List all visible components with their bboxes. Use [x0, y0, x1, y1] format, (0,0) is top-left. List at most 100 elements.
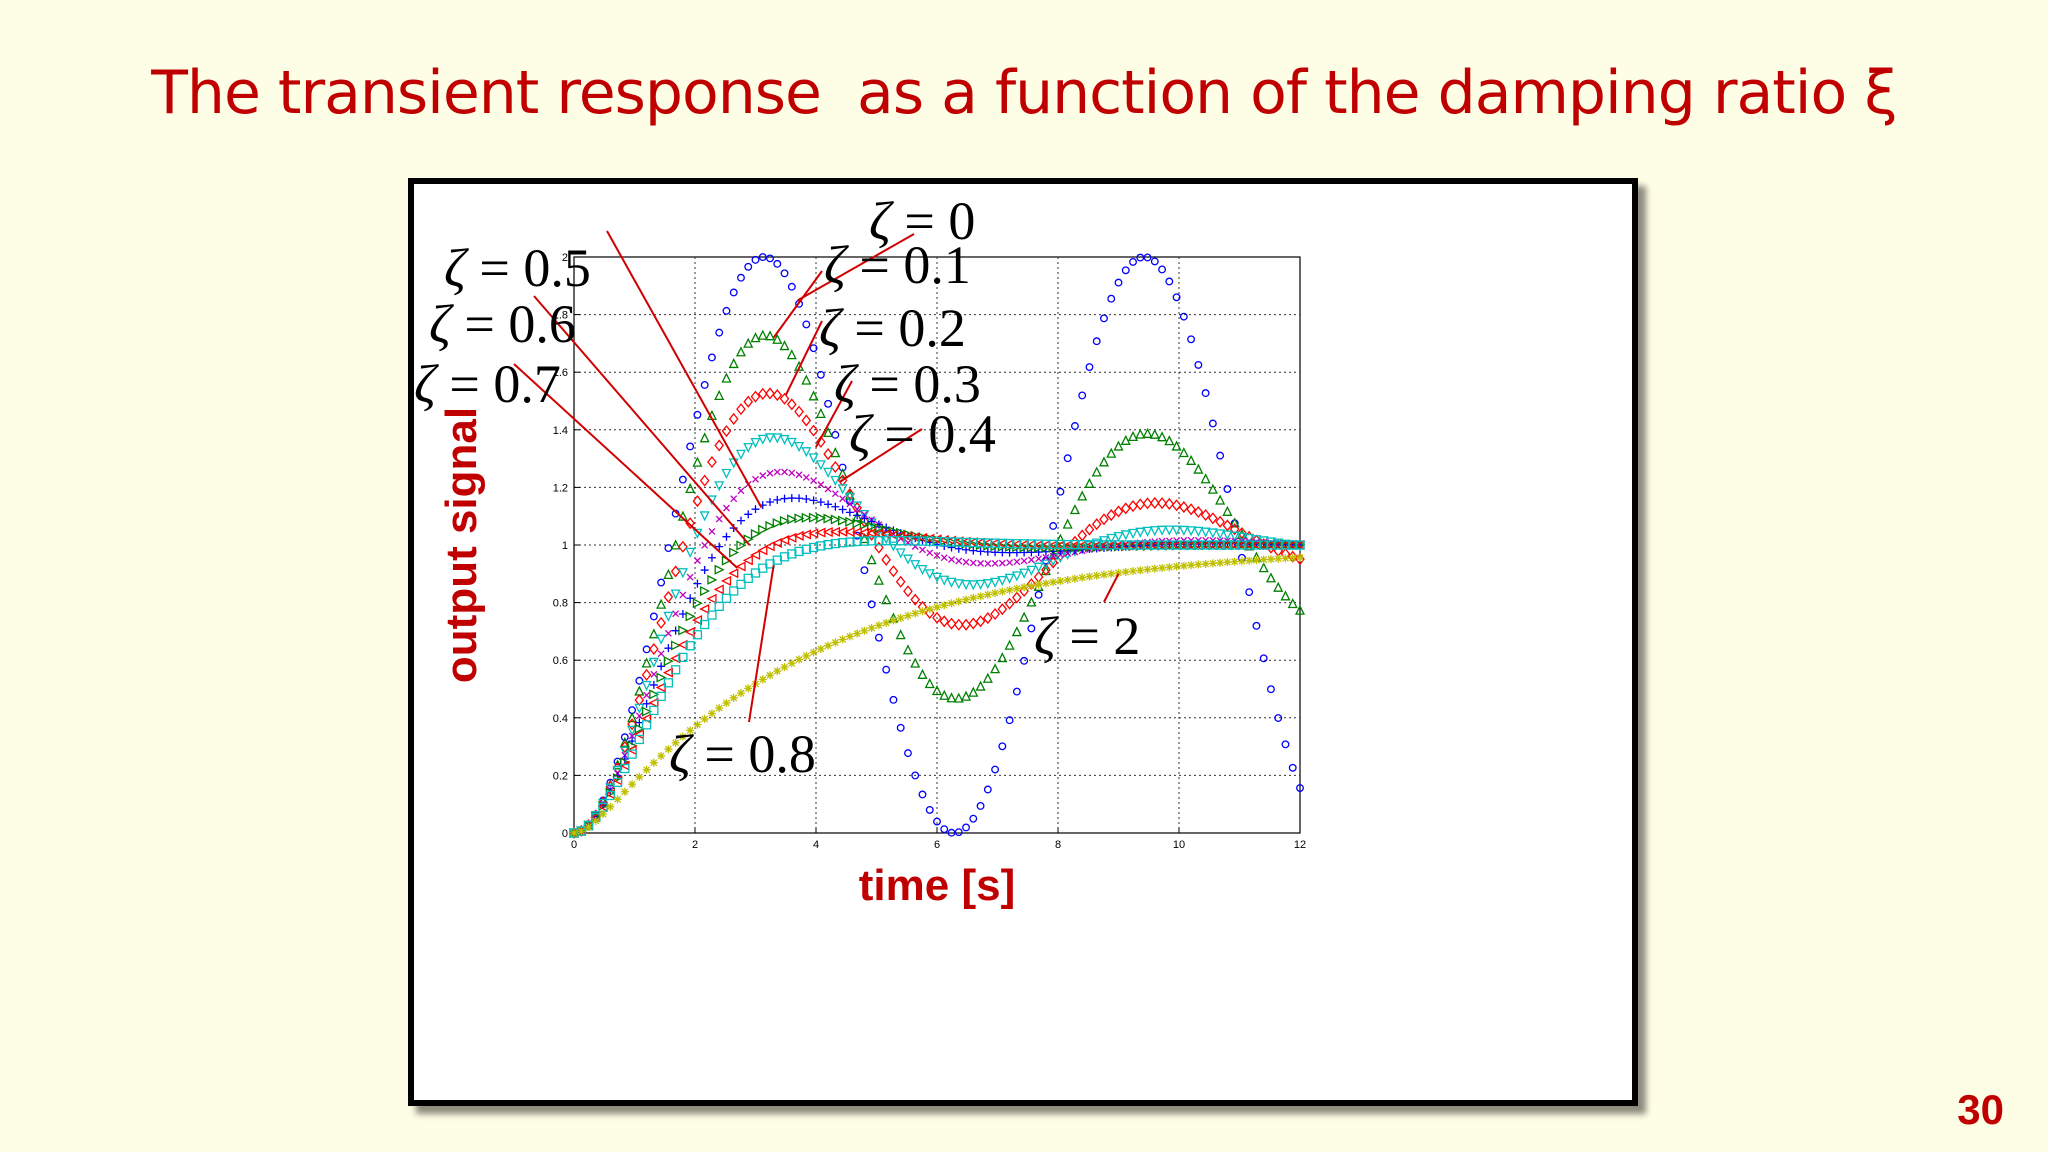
data-point [904, 749, 912, 758]
data-point [1107, 294, 1116, 303]
data-point [939, 575, 950, 586]
data-point [787, 282, 796, 291]
data-point [744, 510, 753, 519]
data-point [1236, 532, 1247, 543]
data-point [1229, 517, 1240, 528]
data-point [1120, 434, 1131, 445]
data-point [627, 718, 637, 731]
data-point [896, 614, 905, 623]
data-point [1150, 564, 1159, 573]
data-point [947, 828, 956, 837]
data-point [619, 746, 630, 757]
data-point [852, 536, 862, 547]
data-point [1128, 540, 1138, 550]
data-point [1266, 555, 1275, 564]
y-tick-label: 1 [562, 540, 568, 552]
data-point [670, 665, 681, 675]
data-point [1207, 483, 1218, 494]
data-point [882, 618, 891, 627]
data-point [955, 557, 963, 565]
data-point [969, 593, 978, 602]
data-point [809, 496, 818, 505]
data-point [737, 273, 745, 282]
data-point [1150, 257, 1159, 266]
data-point [953, 618, 964, 631]
data-point [983, 590, 992, 599]
y-tick-label: 0.4 [553, 713, 568, 725]
data-point [830, 538, 841, 549]
data-point [1193, 505, 1204, 519]
data-point [693, 720, 702, 729]
data-point [679, 591, 687, 599]
data-point [1011, 626, 1022, 637]
data-point [874, 633, 883, 642]
data-point [723, 504, 730, 512]
data-point [1040, 559, 1051, 570]
y-tick-label: 1.4 [553, 425, 568, 437]
data-point [657, 650, 665, 658]
data-point [1099, 513, 1109, 526]
data-point [1230, 557, 1239, 566]
data-point [766, 254, 774, 263]
data-point [860, 514, 869, 523]
data-point [831, 502, 840, 511]
data-point [984, 560, 992, 568]
data-point [808, 512, 820, 523]
data-point [1042, 554, 1050, 561]
page-number: 30 [1957, 1086, 2004, 1133]
data-point [802, 320, 811, 329]
data-point [1294, 604, 1306, 615]
data-point [969, 814, 978, 823]
data-point [779, 552, 790, 562]
data-point [1245, 588, 1254, 597]
data-point [699, 603, 710, 615]
data-point [750, 332, 761, 343]
data-point [1215, 540, 1225, 550]
data-point [605, 790, 615, 801]
data-point [1179, 312, 1188, 321]
data-point [975, 579, 986, 591]
data-point [744, 262, 753, 271]
data-point [729, 693, 738, 702]
data-point [1179, 540, 1189, 550]
data-point [599, 810, 608, 819]
data-point [757, 545, 768, 556]
data-point [686, 442, 695, 451]
data-point [852, 518, 863, 529]
data-point [1041, 579, 1050, 588]
data-point [677, 639, 688, 650]
data-point [845, 537, 855, 547]
data-point [917, 536, 928, 546]
data-point [692, 456, 703, 467]
data-point [649, 705, 659, 716]
data-point [787, 659, 796, 668]
data-point [1027, 624, 1036, 633]
data-point [845, 632, 854, 641]
data-point [874, 536, 884, 546]
data-point [1157, 431, 1168, 442]
data-point [1158, 265, 1167, 274]
data-point [1136, 566, 1145, 575]
data-point [743, 442, 754, 454]
data-point [802, 651, 811, 660]
data-point [924, 678, 935, 689]
data-point [853, 629, 862, 638]
data-point [1033, 562, 1044, 573]
y-tick-label: 0.6 [553, 655, 568, 667]
data-point [1149, 496, 1160, 509]
x-tick-label: 0 [571, 839, 577, 851]
data-point [933, 603, 941, 612]
data-point [1135, 428, 1146, 439]
data-point [1157, 525, 1168, 536]
data-point [1296, 553, 1304, 562]
data-point [670, 539, 681, 550]
data-point [917, 668, 928, 679]
data-point [1142, 540, 1153, 550]
data-point [750, 390, 761, 403]
data-point [707, 455, 717, 469]
data-point [779, 340, 790, 351]
annotation-leader-line [772, 270, 823, 339]
data-point [650, 670, 658, 678]
data-point [1143, 565, 1152, 574]
axis-ticks: 0 2 4 6 8 10 12 0 0.2 0.4 0.6 0.8 1 1.2 1.4 1.6 1.8 2 [553, 252, 1306, 851]
